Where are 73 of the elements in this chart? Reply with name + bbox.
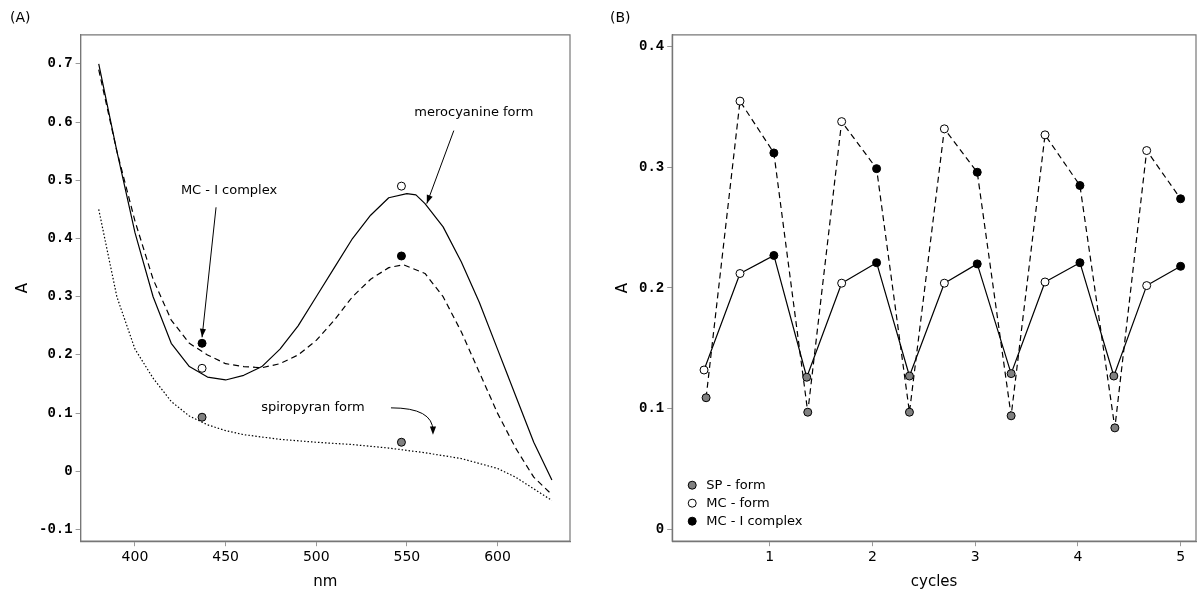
point	[769, 250, 779, 260]
y-tick-label: 0	[64, 462, 73, 479]
point	[1176, 261, 1186, 271]
y-tick-label: 0.1	[638, 400, 665, 417]
x-tick-label: 400	[121, 548, 149, 565]
point	[972, 259, 982, 269]
x-tick-label: 1	[765, 548, 775, 565]
annotation: MC - I complex	[180, 181, 278, 197]
point	[735, 269, 745, 279]
point	[972, 167, 982, 177]
point	[1006, 411, 1016, 421]
x-tick-label: 4	[1073, 548, 1083, 565]
point	[1176, 194, 1186, 204]
point	[803, 407, 813, 417]
x-tick-label: 2	[868, 548, 877, 565]
point	[1075, 258, 1085, 268]
x-axis-title: cycles	[910, 571, 958, 590]
x-tick-label: 450	[212, 548, 239, 565]
point	[939, 124, 949, 134]
point	[396, 181, 406, 191]
x-tick-label: 550	[393, 548, 421, 565]
y-axis-title: A	[12, 282, 31, 294]
x-axis-title: nm	[313, 571, 338, 590]
y-tick-label: 0.5	[47, 171, 73, 188]
point	[837, 278, 847, 288]
x-tick-label: 500	[302, 548, 330, 565]
x-tick-label: 5	[1176, 548, 1186, 565]
x-tick-label: 3	[970, 548, 980, 565]
point	[837, 117, 847, 127]
y-tick-label: -0.1	[39, 521, 73, 538]
point	[1040, 277, 1050, 287]
point	[769, 148, 779, 158]
point	[939, 278, 949, 288]
y-tick-label: 0.3	[47, 288, 73, 305]
chart-title: (A)	[10, 9, 31, 26]
point	[701, 393, 711, 403]
y-tick-label: 0.4	[638, 38, 665, 55]
y-tick-label: 0.6	[47, 113, 73, 130]
point	[802, 372, 812, 382]
point	[699, 365, 709, 375]
point	[1006, 369, 1016, 379]
y-axis-title: A	[612, 282, 631, 294]
point	[872, 164, 882, 174]
point	[1110, 423, 1120, 433]
annotation: spiropyran form	[261, 399, 365, 415]
point	[1142, 146, 1152, 156]
y-tick-label: 0.3	[638, 158, 665, 175]
chart-title: (B)	[610, 9, 631, 26]
annotation: merocyanine form	[414, 103, 534, 119]
y-tick-label: 0.1	[47, 404, 73, 421]
y-tick-label: 0.2	[47, 346, 73, 363]
point	[872, 258, 882, 268]
point	[396, 437, 406, 447]
legend-label: SP - form	[706, 476, 766, 492]
point	[1109, 371, 1119, 381]
point	[197, 363, 207, 373]
line-series	[98, 208, 553, 502]
point	[735, 96, 745, 106]
y-tick-label: 0.7	[47, 55, 73, 72]
point	[197, 338, 207, 348]
point	[1075, 181, 1085, 191]
point	[1040, 130, 1050, 140]
legend-label: MC - I complex	[706, 512, 803, 528]
y-tick-label: 0	[655, 520, 665, 537]
x-tick-label: 600	[484, 548, 511, 565]
point	[197, 412, 207, 422]
point	[904, 407, 914, 417]
y-tick-label: 0.2	[638, 279, 665, 296]
point	[396, 251, 406, 261]
y-tick-label: 0.4	[47, 230, 73, 247]
point	[1142, 281, 1152, 291]
legend-label: MC - form	[706, 494, 770, 510]
point	[904, 371, 914, 381]
